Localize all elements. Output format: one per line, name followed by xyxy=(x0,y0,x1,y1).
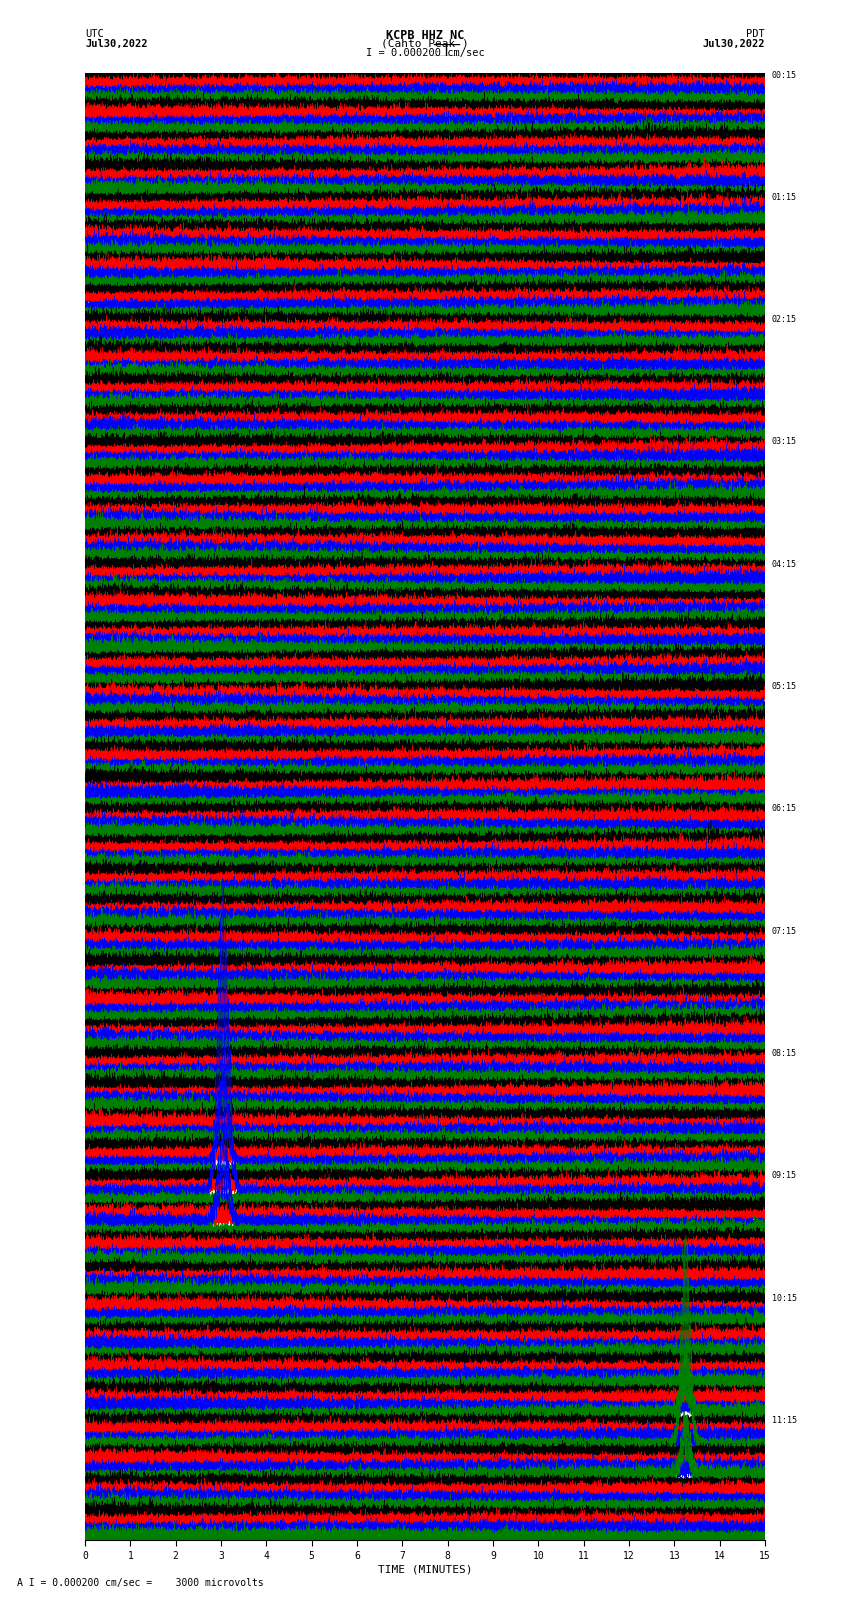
Text: 00:15: 00:15 xyxy=(772,71,796,79)
Text: PDT: PDT xyxy=(746,29,765,39)
Text: I = 0.000200 cm/sec: I = 0.000200 cm/sec xyxy=(366,48,484,58)
Text: Jul30,2022: Jul30,2022 xyxy=(85,39,148,48)
Text: A I = 0.000200 cm/sec =    3000 microvolts: A I = 0.000200 cm/sec = 3000 microvolts xyxy=(17,1578,264,1587)
Text: 02:15: 02:15 xyxy=(772,315,796,324)
Text: KCPB HHZ NC: KCPB HHZ NC xyxy=(386,29,464,42)
Text: 04:15: 04:15 xyxy=(772,560,796,569)
Text: Jul30,2022: Jul30,2022 xyxy=(702,39,765,48)
Text: 06:15: 06:15 xyxy=(772,805,796,813)
Text: 07:15: 07:15 xyxy=(772,927,796,936)
Text: (Cahto Peak ): (Cahto Peak ) xyxy=(381,39,469,48)
Text: 01:15: 01:15 xyxy=(772,194,796,202)
Text: 03:15: 03:15 xyxy=(772,437,796,447)
Text: 05:15: 05:15 xyxy=(772,682,796,690)
Text: 09:15: 09:15 xyxy=(772,1171,796,1181)
Text: UTC: UTC xyxy=(85,29,104,39)
Text: 10:15: 10:15 xyxy=(772,1294,796,1303)
X-axis label: TIME (MINUTES): TIME (MINUTES) xyxy=(377,1565,473,1574)
Text: 11:15: 11:15 xyxy=(772,1416,796,1424)
Text: 08:15: 08:15 xyxy=(772,1048,796,1058)
